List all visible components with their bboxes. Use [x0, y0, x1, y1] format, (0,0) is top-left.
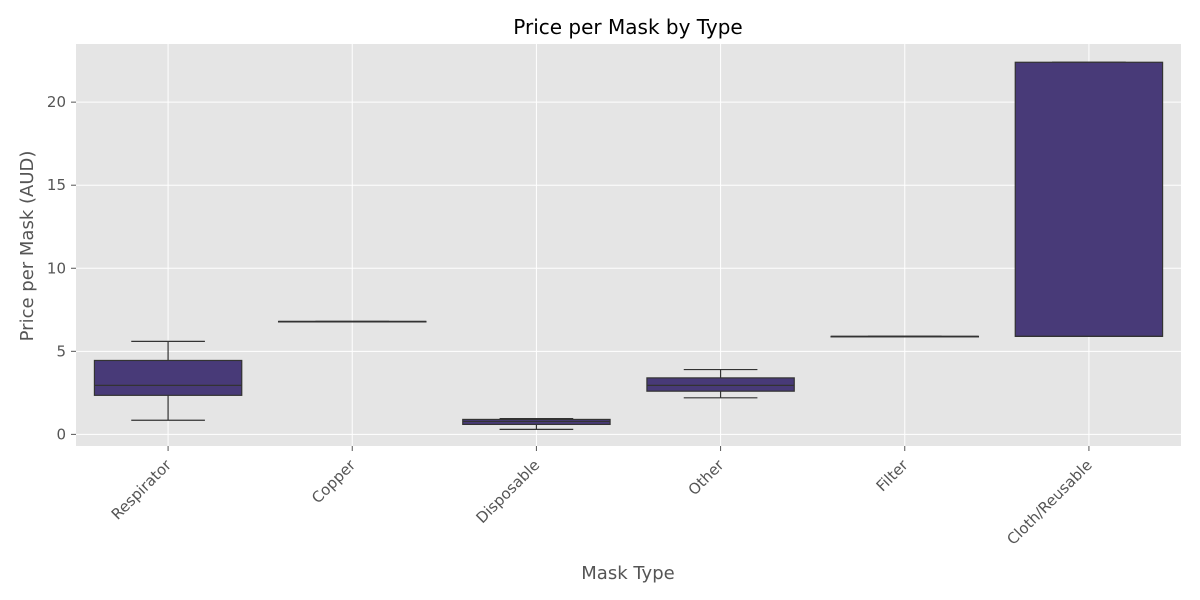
box-iqr — [1014, 61, 1164, 337]
box-copper — [277, 320, 427, 323]
x-tick-label: Cloth/Reusable — [1003, 456, 1095, 548]
box-filter — [830, 335, 980, 338]
x-tick-label: Disposable — [472, 456, 543, 527]
x-tick-label: Respirator — [108, 456, 176, 524]
box-respirator — [93, 340, 243, 421]
y-axis-ticks: 0 5 10 15 20 — [47, 93, 76, 443]
y-tick-label: 0 — [56, 425, 66, 443]
y-tick-label: 20 — [47, 93, 66, 111]
chart-title: Price per Mask by Type — [513, 15, 742, 39]
x-axis-ticks: Respirator Copper Disposable Other Filter Clo… — [108, 446, 1096, 548]
box-disposable — [462, 417, 611, 430]
y-axis-label: Price per Mask (AUD) — [17, 151, 38, 342]
y-tick-label: 15 — [47, 176, 66, 194]
x-tick-label: Copper — [308, 456, 360, 508]
box-cloth-reusable — [1014, 61, 1164, 337]
box-iqr — [93, 359, 243, 396]
x-tick-label: Filter — [873, 456, 913, 496]
y-tick-label: 5 — [56, 342, 66, 360]
box-other — [646, 368, 795, 399]
plot-background — [76, 44, 1181, 446]
x-tick-label: Other — [685, 456, 728, 499]
x-axis-label: Mask Type — [581, 563, 674, 584]
box-iqr — [646, 377, 795, 392]
y-tick-label: 10 — [47, 259, 66, 277]
box-series — [93, 61, 1164, 430]
